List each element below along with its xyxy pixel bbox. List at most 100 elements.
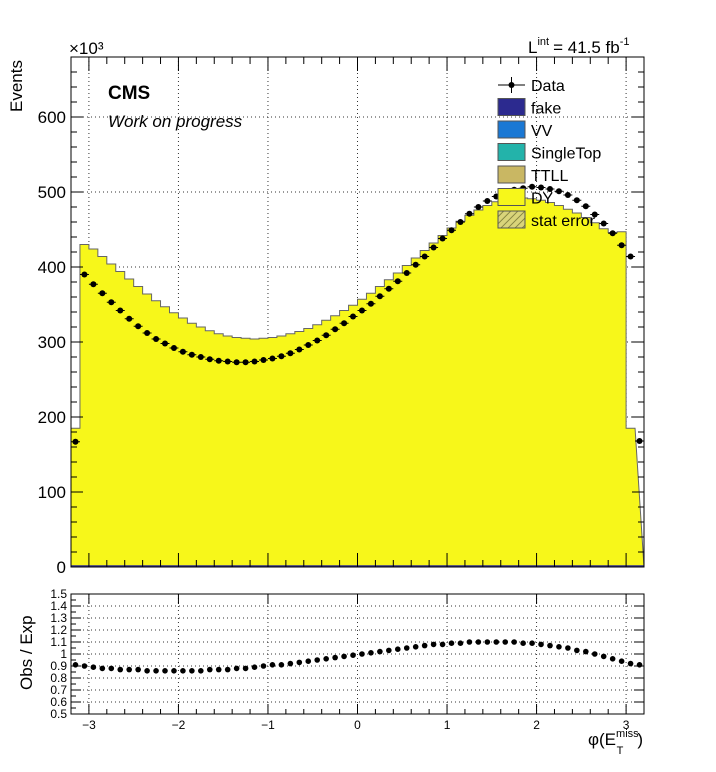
ratio-point bbox=[359, 651, 365, 657]
ratio-point bbox=[511, 639, 517, 645]
ratio-y-tick-label: 0.9 bbox=[50, 659, 67, 673]
ratio-point bbox=[430, 641, 437, 648]
data-point bbox=[242, 359, 249, 366]
data-point bbox=[90, 281, 97, 288]
ratio-point bbox=[412, 644, 419, 650]
data-point bbox=[341, 320, 348, 327]
ratio-point bbox=[189, 668, 195, 674]
dy-stack bbox=[70, 197, 645, 568]
data-point bbox=[81, 271, 88, 278]
data-point bbox=[367, 300, 374, 307]
ratio-point bbox=[233, 665, 240, 672]
y-tick-label: 200 bbox=[38, 408, 66, 427]
data-point bbox=[197, 354, 204, 360]
data-point bbox=[179, 348, 186, 355]
ratio-point bbox=[394, 646, 401, 652]
ratio-point bbox=[377, 648, 383, 655]
ratio-y-tick-label: 1.2 bbox=[50, 623, 67, 637]
data-point bbox=[126, 315, 133, 322]
dy-histogram bbox=[70, 197, 645, 568]
ratio-y-tick-label: 1.1 bbox=[50, 635, 67, 649]
y-tick-label: 0 bbox=[57, 558, 66, 577]
data-point bbox=[99, 290, 106, 297]
data-point bbox=[153, 336, 160, 342]
ratio-point bbox=[627, 660, 634, 667]
data-point bbox=[233, 359, 240, 366]
x-axis-title: φ(Emiss T) bbox=[588, 728, 643, 757]
main-axes: 0 100 200 300 400 500 600 bbox=[38, 56, 645, 577]
data-point bbox=[421, 253, 428, 260]
ratio-point bbox=[117, 666, 124, 673]
ratio-point bbox=[251, 664, 258, 670]
ratio-point bbox=[296, 659, 303, 666]
ratio-point bbox=[529, 640, 535, 646]
ratio-point bbox=[180, 668, 186, 674]
data-point bbox=[439, 235, 446, 242]
ratio-point bbox=[153, 668, 159, 674]
legend-label: stat error bbox=[531, 213, 596, 230]
y-tick-label: 100 bbox=[38, 483, 66, 502]
ratio-point bbox=[421, 642, 428, 649]
data-point bbox=[591, 211, 598, 218]
ratio-point bbox=[591, 651, 598, 657]
ratio-point bbox=[260, 663, 267, 669]
ratio-point bbox=[448, 640, 455, 646]
x-tick-label: −1 bbox=[261, 718, 275, 732]
ratio-grid bbox=[71, 593, 644, 715]
ratio-point bbox=[350, 652, 356, 658]
ratio-point bbox=[520, 640, 526, 646]
y-tick-label: 300 bbox=[38, 333, 66, 352]
data-point bbox=[350, 313, 357, 320]
data-point bbox=[332, 326, 339, 333]
ratio-point bbox=[215, 666, 222, 673]
data-point bbox=[573, 197, 580, 204]
ratio-point bbox=[81, 663, 88, 669]
ratio-point bbox=[90, 664, 97, 670]
legend-ttll-swatch bbox=[497, 165, 526, 184]
data-point bbox=[618, 242, 625, 249]
data-point bbox=[555, 188, 562, 195]
y-axis-title: Events bbox=[7, 60, 26, 112]
ratio-point bbox=[574, 647, 580, 654]
ratio-point bbox=[502, 639, 509, 645]
ratio-point bbox=[72, 662, 79, 668]
data-point bbox=[636, 438, 643, 444]
legend-label: TTLL bbox=[531, 168, 568, 185]
legend-dy-swatch bbox=[497, 188, 526, 206]
ratio-point bbox=[439, 641, 446, 648]
data-point bbox=[484, 198, 491, 204]
ratio-point bbox=[332, 654, 338, 661]
ratio-point bbox=[475, 639, 482, 645]
ratio-point bbox=[269, 662, 276, 668]
ratio-point bbox=[305, 658, 312, 664]
data-point bbox=[385, 285, 392, 292]
data-point bbox=[582, 203, 589, 210]
ratio-axes: 0.50.60.70.80.911.11.21.31.41.5−3 −2 −1 0 1 2… bbox=[50, 587, 645, 732]
data-point bbox=[538, 184, 545, 191]
data-point bbox=[144, 330, 151, 336]
data-point bbox=[117, 307, 124, 314]
legend-stat-error-swatch bbox=[497, 210, 526, 229]
ratio-point bbox=[556, 644, 562, 650]
x-tick-label: −3 bbox=[82, 718, 96, 732]
x-tick-label: 2 bbox=[533, 718, 540, 732]
ratio-point bbox=[600, 653, 607, 660]
data-point bbox=[564, 192, 571, 198]
ratio-y-tick-label: 0.7 bbox=[50, 683, 67, 697]
ratio-point bbox=[565, 645, 571, 651]
legend-label: fake bbox=[531, 101, 561, 118]
ratio-y-tick-label: 1 bbox=[60, 647, 67, 661]
data-point bbox=[609, 230, 616, 237]
data-point bbox=[529, 183, 536, 190]
data-point bbox=[457, 219, 464, 225]
data-point bbox=[627, 253, 634, 260]
data-point bbox=[251, 358, 258, 365]
ratio-y-tick-label: 0.6 bbox=[50, 695, 67, 709]
ratio-points bbox=[72, 639, 643, 674]
data-point bbox=[188, 351, 195, 358]
data-point bbox=[448, 227, 455, 234]
ratio-y-axis-title: Obs / Exp bbox=[17, 615, 36, 690]
ratio-point bbox=[144, 668, 150, 674]
data-point bbox=[600, 220, 607, 227]
